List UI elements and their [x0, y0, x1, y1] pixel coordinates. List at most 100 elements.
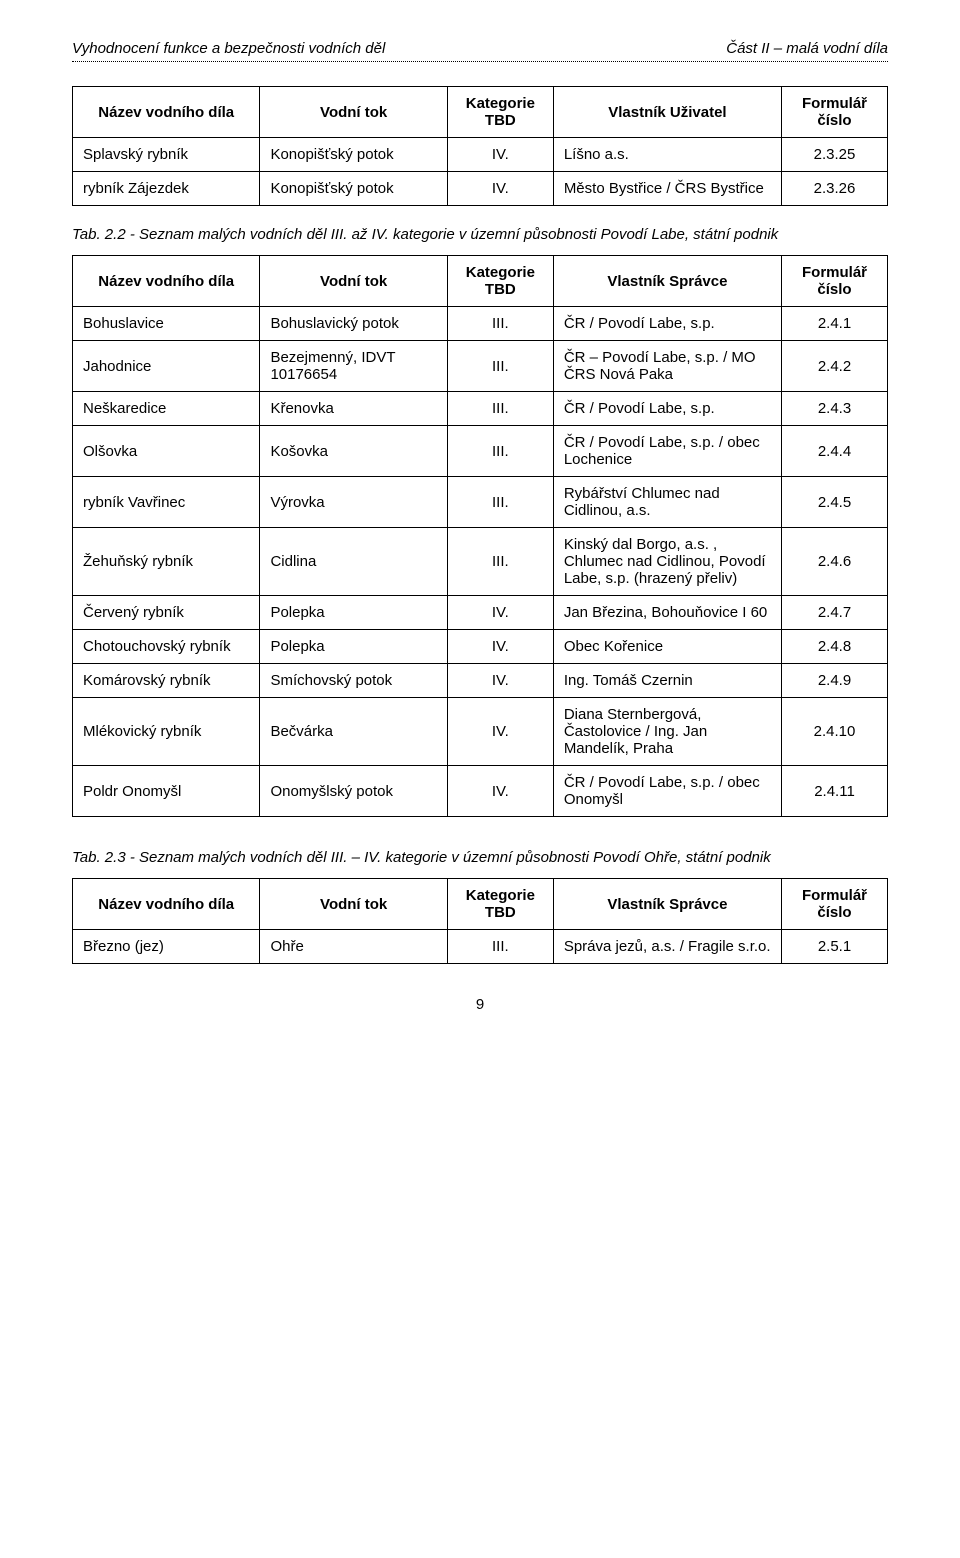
cell: Bohuslavice	[73, 307, 260, 341]
cell: 2.4.5	[782, 477, 888, 528]
th-form: Formulář číslo	[782, 879, 888, 930]
cell: ČR / Povodí Labe, s.p. / obec Onomyšl	[553, 766, 781, 817]
table-row: Poldr Onomyšl Onomyšlský potok IV. ČR / …	[73, 766, 888, 817]
cell: 2.4.6	[782, 528, 888, 596]
cell: III.	[447, 930, 553, 964]
table-row: Neškaredice Křenovka III. ČR / Povodí La…	[73, 392, 888, 426]
header-right: Část II – malá vodní díla	[726, 40, 888, 57]
page-number: 9	[72, 996, 888, 1013]
cell: Město Bystřice / ČRS Bystřice	[553, 172, 781, 206]
cell: 2.4.10	[782, 698, 888, 766]
cell: IV.	[447, 596, 553, 630]
cell: 2.3.26	[782, 172, 888, 206]
th-name: Název vodního díla	[73, 87, 260, 138]
cell: Křenovka	[260, 392, 447, 426]
cell: Bečvárka	[260, 698, 447, 766]
cell: Polepka	[260, 596, 447, 630]
cell: Polepka	[260, 630, 447, 664]
cell: Jahodnice	[73, 341, 260, 392]
cell: 2.4.1	[782, 307, 888, 341]
cell: Neškaredice	[73, 392, 260, 426]
cell: IV.	[447, 766, 553, 817]
header-left: Vyhodnocení funkce a bezpečnosti vodních…	[72, 40, 385, 57]
cell: ČR / Povodí Labe, s.p. / obec Lochenice	[553, 426, 781, 477]
cell: 2.4.7	[782, 596, 888, 630]
table-row: Splavský rybník Konopišťský potok IV. Lí…	[73, 138, 888, 172]
cell: ČR / Povodí Labe, s.p.	[553, 307, 781, 341]
cell: Obec Kořenice	[553, 630, 781, 664]
cell: III.	[447, 392, 553, 426]
table-row: Mlékovický rybník Bečvárka IV. Diana Ste…	[73, 698, 888, 766]
table-row: Olšovka Košovka III. ČR / Povodí Labe, s…	[73, 426, 888, 477]
th-tok: Vodní tok	[260, 256, 447, 307]
th-name: Název vodního díla	[73, 256, 260, 307]
table-row: rybník Zájezdek Konopišťský potok IV. Mě…	[73, 172, 888, 206]
cell: 2.4.2	[782, 341, 888, 392]
cell: 2.4.8	[782, 630, 888, 664]
cell: ČR / Povodí Labe, s.p.	[553, 392, 781, 426]
cell: Ohře	[260, 930, 447, 964]
cell: Konopišťský potok	[260, 138, 447, 172]
cell: Onomyšlský potok	[260, 766, 447, 817]
table-row: Chotouchovský rybník Polepka IV. Obec Ko…	[73, 630, 888, 664]
cell: Kinský dal Borgo, a.s. , Chlumec nad Cid…	[553, 528, 781, 596]
table-1: Název vodního díla Vodní tok Kategorie T…	[72, 86, 888, 206]
cell: IV.	[447, 630, 553, 664]
cell: Správa jezů, a.s. / Fragile s.r.o.	[553, 930, 781, 964]
table-row: Bohuslavice Bohuslavický potok III. ČR /…	[73, 307, 888, 341]
th-vlast: Vlastník Správce	[553, 879, 781, 930]
cell: Splavský rybník	[73, 138, 260, 172]
th-tok: Vodní tok	[260, 879, 447, 930]
th-kat: Kategorie TBD	[447, 879, 553, 930]
cell: 2.4.9	[782, 664, 888, 698]
th-vlast: Vlastník Správce	[553, 256, 781, 307]
cell: Březno (jez)	[73, 930, 260, 964]
cell: rybník Vavřinec	[73, 477, 260, 528]
cell: IV.	[447, 698, 553, 766]
table-2-caption: Tab. 2.2 - Seznam malých vodních děl III…	[72, 224, 888, 245]
cell: Diana Sternbergová, Častolovice / Ing. J…	[553, 698, 781, 766]
th-name: Název vodního díla	[73, 879, 260, 930]
cell: Bezejmenný, IDVT 10176654	[260, 341, 447, 392]
table-row: rybník Vavřinec Výrovka III. Rybářství C…	[73, 477, 888, 528]
cell: Košovka	[260, 426, 447, 477]
cell: Cidlina	[260, 528, 447, 596]
table-2: Název vodního díla Vodní tok Kategorie T…	[72, 255, 888, 817]
th-vlast: Vlastník Uživatel	[553, 87, 781, 138]
page-header: Vyhodnocení funkce a bezpečnosti vodních…	[72, 40, 888, 57]
table-row: Jahodnice Bezejmenný, IDVT 10176654 III.…	[73, 341, 888, 392]
table-3: Název vodního díla Vodní tok Kategorie T…	[72, 878, 888, 964]
table-header-row: Název vodního díla Vodní tok Kategorie T…	[73, 879, 888, 930]
cell: Poldr Onomyšl	[73, 766, 260, 817]
cell: Chotouchovský rybník	[73, 630, 260, 664]
table-row: Červený rybník Polepka IV. Jan Březina, …	[73, 596, 888, 630]
cell: 2.4.4	[782, 426, 888, 477]
th-kat: Kategorie TBD	[447, 87, 553, 138]
header-divider	[72, 61, 888, 62]
cell: Komárovský rybník	[73, 664, 260, 698]
cell: IV.	[447, 172, 553, 206]
cell: ČR – Povodí Labe, s.p. / MO ČRS Nová Pak…	[553, 341, 781, 392]
cell: Bohuslavický potok	[260, 307, 447, 341]
table-3-caption: Tab. 2.3 - Seznam malých vodních děl III…	[72, 847, 888, 868]
cell: Smíchovský potok	[260, 664, 447, 698]
cell: Líšno a.s.	[553, 138, 781, 172]
cell: Červený rybník	[73, 596, 260, 630]
cell: III.	[447, 426, 553, 477]
table-header-row: Název vodního díla Vodní tok Kategorie T…	[73, 87, 888, 138]
cell: rybník Zájezdek	[73, 172, 260, 206]
cell: Jan Březina, Bohouňovice I 60	[553, 596, 781, 630]
cell: III.	[447, 341, 553, 392]
table-row: Komárovský rybník Smíchovský potok IV. I…	[73, 664, 888, 698]
cell: Žehuňský rybník	[73, 528, 260, 596]
cell: IV.	[447, 138, 553, 172]
cell: III.	[447, 528, 553, 596]
cell: Mlékovický rybník	[73, 698, 260, 766]
cell: III.	[447, 477, 553, 528]
table-row: Březno (jez) Ohře III. Správa jezů, a.s.…	[73, 930, 888, 964]
cell: Rybářství Chlumec nad Cidlinou, a.s.	[553, 477, 781, 528]
th-tok: Vodní tok	[260, 87, 447, 138]
cell: III.	[447, 307, 553, 341]
table-row: Žehuňský rybník Cidlina III. Kinský dal …	[73, 528, 888, 596]
th-kat: Kategorie TBD	[447, 256, 553, 307]
